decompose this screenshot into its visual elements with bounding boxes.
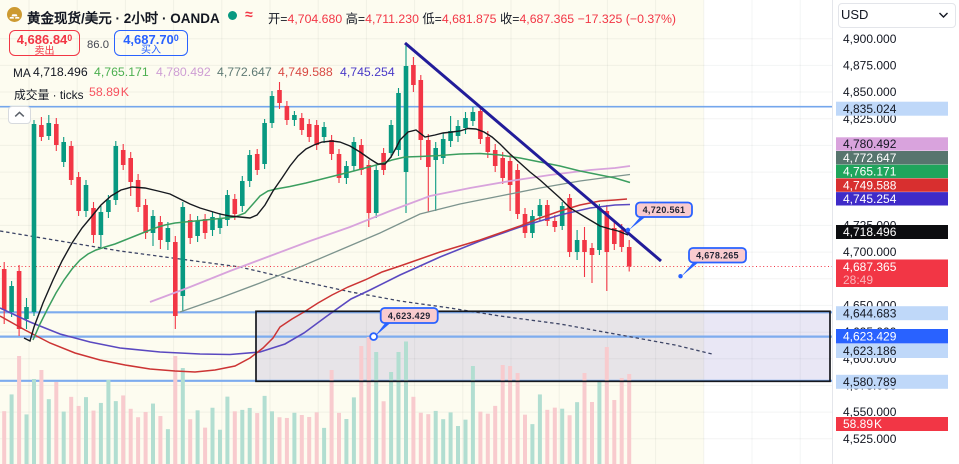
svg-text:4,550.000: 4,550.000 bbox=[843, 405, 897, 419]
svg-text:4,678.265: 4,678.265 bbox=[696, 251, 739, 261]
svg-text:4,765.171: 4,765.171 bbox=[843, 165, 897, 179]
svg-text:4,718.496: 4,718.496 bbox=[843, 225, 897, 239]
svg-text:4,835.024: 4,835.024 bbox=[843, 102, 897, 116]
svg-text:4,580.789: 4,580.789 bbox=[843, 375, 897, 389]
svg-text:4,875.000: 4,875.000 bbox=[843, 59, 897, 73]
svg-text:4,623.186: 4,623.186 bbox=[843, 344, 897, 358]
svg-text:58.89 K: 58.89 K bbox=[843, 417, 882, 431]
svg-text:28:49: 28:49 bbox=[843, 273, 873, 287]
svg-text:4,900.000: 4,900.000 bbox=[843, 32, 897, 46]
svg-text:4,772.647: 4,772.647 bbox=[843, 151, 897, 165]
svg-text:4,720.561: 4,720.561 bbox=[643, 205, 686, 215]
svg-text:4,525.000: 4,525.000 bbox=[843, 432, 897, 446]
svg-text:4,700.000: 4,700.000 bbox=[843, 245, 897, 259]
svg-text:4,623.429: 4,623.429 bbox=[388, 311, 431, 321]
svg-text:4,780.492: 4,780.492 bbox=[843, 137, 897, 151]
svg-text:4,850.000: 4,850.000 bbox=[843, 85, 897, 99]
svg-text:4,745.254: 4,745.254 bbox=[843, 192, 897, 206]
svg-text:4,623.429: 4,623.429 bbox=[843, 329, 897, 343]
svg-text:4,687.365: 4,687.365 bbox=[843, 260, 897, 274]
svg-text:4,749.588: 4,749.588 bbox=[843, 178, 897, 192]
svg-text:4,644.683: 4,644.683 bbox=[843, 306, 897, 320]
